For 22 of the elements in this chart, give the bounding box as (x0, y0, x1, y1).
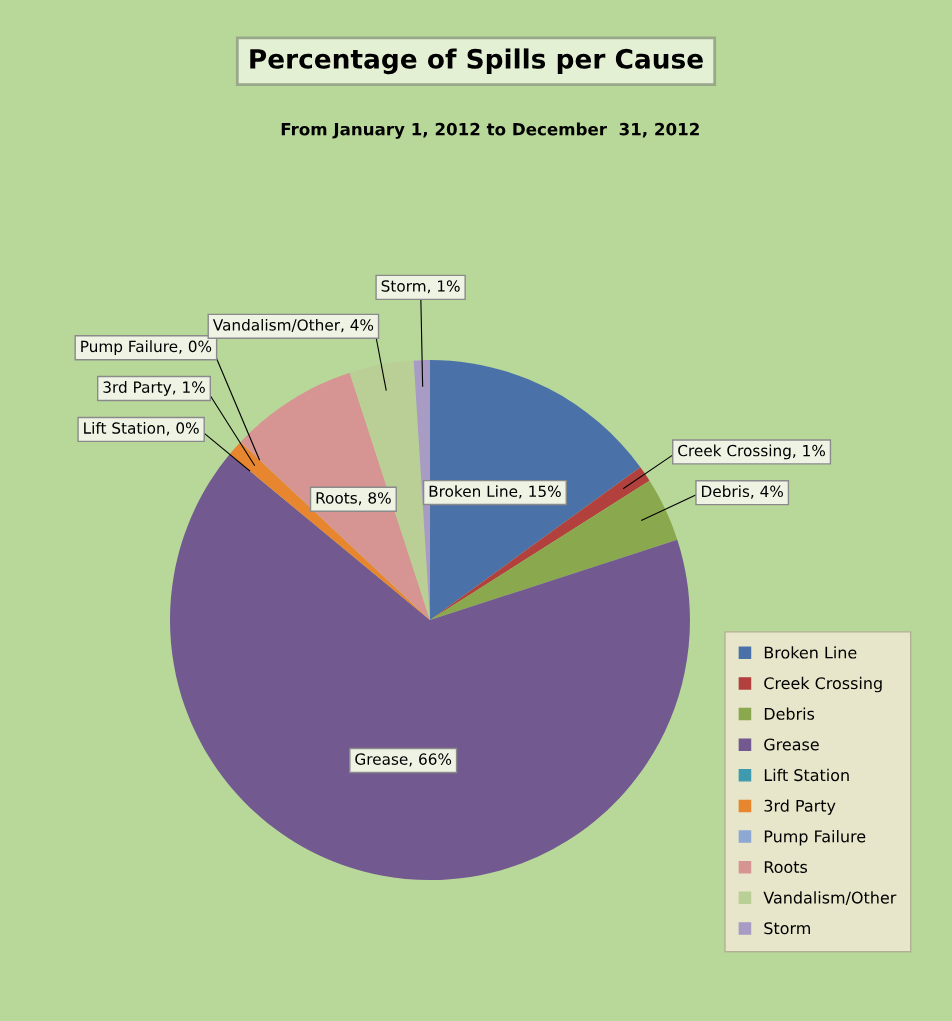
legend-label: Roots (764, 861, 808, 874)
data-label: Storm, 1% (381, 280, 460, 294)
data-label: Broken Line, 15% (429, 485, 561, 499)
legend-label: Creek Crossing (764, 676, 882, 693)
text: Pump Failure, 0% (81, 340, 212, 356)
legend-label: Grease (764, 738, 819, 751)
chart-subtitle: From January 1, 2012 to December 31, 2012 (281, 122, 699, 139)
data-label: Debris, 4% (702, 485, 783, 499)
text: Lift Station, 0% (84, 422, 199, 436)
legend-label: Pump Failure (764, 830, 866, 846)
legend-label: Broken Line (764, 646, 857, 659)
data-label: Roots, 8% (316, 492, 391, 506)
legend-label: Vandalism/Other (763, 891, 897, 905)
data-label: Vandalism/Other, 4% (212, 318, 374, 333)
data-label: Grease, 66% (355, 753, 452, 767)
legend-label: Storm (764, 922, 810, 935)
legend-label: Lift Station (764, 768, 849, 782)
chart-title: Percentage of Spills per Cause (250, 48, 703, 75)
data-label: 3rd Party, 1% (103, 381, 205, 396)
legend-label: 3rd Party (764, 799, 836, 815)
data-label: Creek Crossing, 1% (678, 444, 826, 460)
legend-label: Debris (764, 707, 815, 720)
